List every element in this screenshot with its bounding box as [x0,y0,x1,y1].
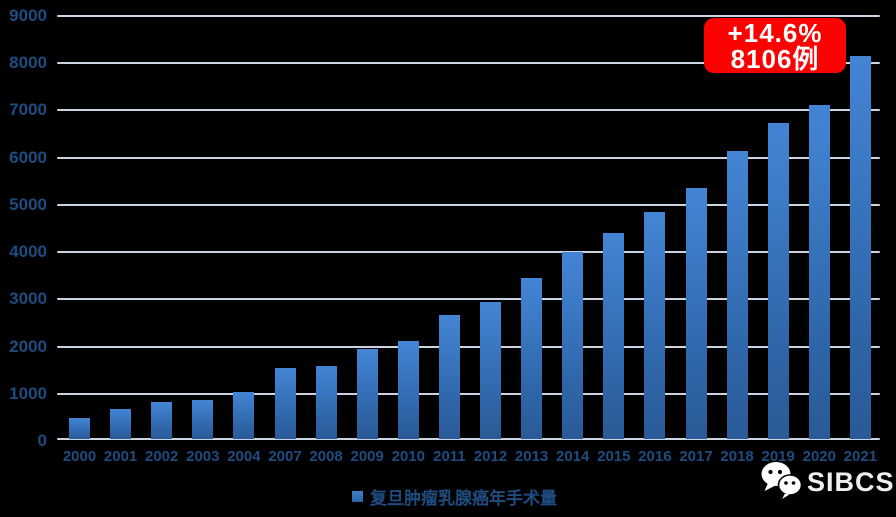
bar-2015 [603,233,625,439]
bar-2000 [69,418,90,439]
legend-marker [352,491,363,502]
gridline-8000 [57,62,880,65]
x-axis-label-2010: 2010 [391,448,425,465]
bar-2012 [480,302,501,439]
bar-2007 [274,368,296,439]
x-axis-label-2016: 2016 [638,448,672,465]
x-axis-label-2021: 2021 [843,448,878,465]
legend: 复旦肿瘤乳腺癌年手术量 [352,484,557,509]
x-axis-label-2001: 2001 [103,448,138,465]
x-axis-label-2013: 2013 [514,448,549,465]
x-axis-label-2000: 2000 [62,448,97,465]
y-axis-label-5000: 5000 [9,194,47,214]
bar-2010 [397,340,419,439]
y-axis-label-4000: 4000 [9,242,47,262]
x-axis-label-2015: 2015 [597,448,631,465]
wechat-icon [760,459,803,506]
bar-2021 [849,56,871,439]
y-axis-label-6000: 6000 [9,147,47,167]
gridline-4000 [57,251,880,254]
x-axis-label-2008: 2008 [309,448,343,465]
x-axis-label-2018: 2018 [720,448,754,465]
y-axis-label-1000: 1000 [9,383,47,403]
bar-2019 [767,122,789,439]
y-axis-label-2000: 2000 [9,336,47,356]
gridline-3000 [57,298,880,301]
x-axis-label-2017: 2017 [679,448,713,465]
x-axis-label-2004: 2004 [227,448,261,465]
bar-2003 [192,399,214,439]
legend-label: 复旦肿瘤乳腺癌年手术量 [370,489,557,508]
gridline-1000 [57,392,880,395]
bar-2020 [808,105,830,439]
x-axis-label-2007: 2007 [268,448,302,465]
gridline-7000 [57,109,880,112]
x-axis-label-2014: 2014 [556,448,590,465]
y-axis-label-7000: 7000 [9,100,47,120]
y-axis-label-9000: 9000 [9,6,47,25]
x-axis-label-2020: 2020 [802,448,836,465]
bar-2008 [315,365,337,439]
x-axis-label-2003: 2003 [186,448,220,465]
x-axis-label-2012: 2012 [473,448,508,465]
growth-percent: +14.6% [727,18,823,48]
bar-2016 [644,212,666,439]
gridline-2000 [57,345,880,348]
watermark: SIBCS [760,459,895,506]
x-axis-label-2011: 2011 [433,448,466,465]
bar-2011 [438,314,460,439]
plot-area [57,15,880,440]
x-axis-label-2009: 2009 [350,448,384,465]
bar-2018 [726,151,748,439]
case-count: 8106例 [730,44,820,74]
bar-2002 [151,402,173,439]
bar-2014 [562,252,584,439]
x-axis-label-2002: 2002 [145,448,179,465]
growth-annotation-badge: +14.6% 8106例 [704,18,846,73]
gridline-5000 [57,203,880,206]
y-axis-label-0: 0 [37,431,47,450]
y-axis-label-3000: 3000 [9,289,47,309]
sibcs-label: SIBCS [807,467,895,497]
y-axis-label-8000: 8000 [9,53,47,73]
bar-2004 [233,391,255,439]
gridline-9000 [57,15,880,17]
bar-2013 [521,278,543,439]
bar-2001 [110,409,132,439]
gridline-0 [57,438,880,440]
bar-2009 [356,349,378,439]
gridline-6000 [57,156,880,159]
bar-2017 [685,187,707,439]
x-axis-label-2019: 2019 [761,448,795,465]
